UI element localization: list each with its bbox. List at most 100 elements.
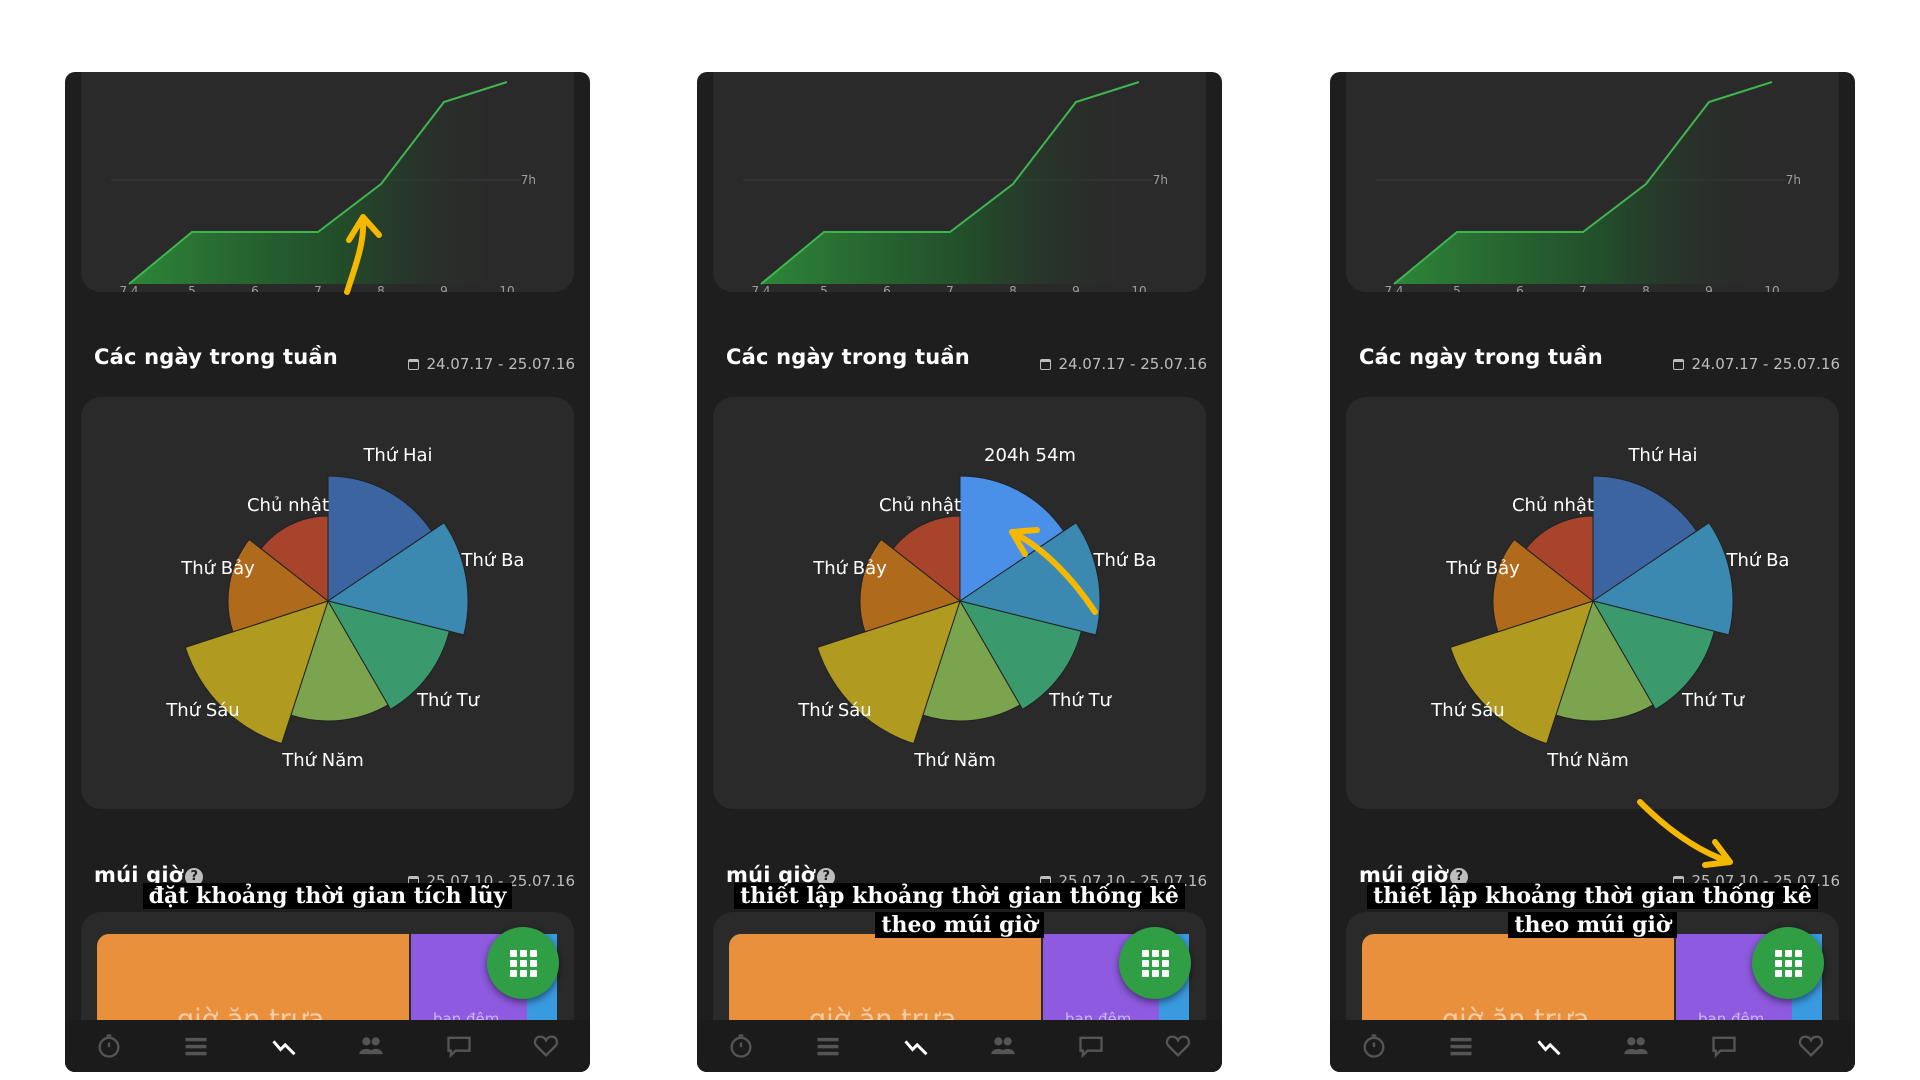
nav-heart-button[interactable] (1789, 1026, 1833, 1066)
pie-label: Thứ Năm (1546, 750, 1629, 771)
pie-label: 204h 54m (984, 445, 1076, 466)
section-title-weekdays: Các ngày trong tuần (1359, 345, 1603, 369)
bottom-nav (65, 1020, 590, 1072)
heart-icon (1166, 1035, 1191, 1057)
nav-stats-button[interactable] (1527, 1026, 1571, 1066)
cumulative-area-chart: 7h 7.4 5 6 7 8 9 10 (1376, 81, 1801, 292)
area-line (128, 81, 508, 285)
people-icon (359, 1037, 383, 1055)
pie-slice-3[interactable] (958, 600, 1082, 710)
date-range-weekdays[interactable]: 24.07.17 - 25.07.16 (1673, 355, 1840, 373)
help-icon[interactable]: ? (1450, 868, 1469, 886)
chat-icon (1079, 1036, 1103, 1059)
weekday-pie-chart[interactable]: 204h 54m Thứ Ba Thứ Tư Thứ Năm Thứ Sáu Thứ Bả… (713, 397, 1206, 809)
pie-slice-4[interactable] (1555, 599, 1654, 722)
pie-slice-7[interactable] (892, 515, 961, 603)
date-range-weekdays[interactable]: 24.07.17 - 25.07.16 (1040, 355, 1207, 373)
people-icon (1624, 1037, 1648, 1055)
help-icon[interactable]: ? (185, 868, 204, 886)
calendar-icon (1673, 358, 1685, 370)
list-icon (1450, 1037, 1472, 1056)
pie-slice-3[interactable] (326, 600, 450, 710)
pie-label: Thứ Bảy (180, 558, 255, 579)
pie-slice-4[interactable] (922, 599, 1021, 722)
nav-stopwatch-button[interactable] (1352, 1026, 1396, 1066)
nav-people-button[interactable] (349, 1026, 393, 1066)
nav-list-button[interactable] (1439, 1026, 1483, 1066)
nav-stopwatch-button[interactable] (87, 1026, 131, 1066)
y-axis-label: 7h (1786, 173, 1801, 187)
nav-chat-button[interactable] (1702, 1026, 1746, 1066)
pie-slice-6[interactable] (859, 538, 962, 633)
pie-slice-5[interactable] (1449, 600, 1594, 745)
x-tick-label: 7.4 (119, 284, 138, 292)
nav-heart-button[interactable] (1156, 1026, 1200, 1066)
cumulative-area-chart: 7h 7.4 5 6 7 8 9 10 (743, 81, 1168, 292)
stopwatch-icon (98, 1034, 120, 1058)
pie-label: Thứ Tư (1681, 690, 1746, 711)
nav-chat-button[interactable] (437, 1026, 481, 1066)
pie-label: Thứ Sáu (1430, 700, 1504, 721)
nav-people-button[interactable] (1614, 1026, 1658, 1066)
x-tick-label: 10 (1131, 284, 1146, 292)
pie-slice-5[interactable] (184, 600, 329, 745)
phone-panel-2: 7h 7.4 5 6 7 8 9 10 Các ngày trong tuần 24.07.1… (697, 72, 1222, 1072)
x-tick-label: 8 (1642, 284, 1650, 292)
cumulative-chart-card[interactable]: 7h 7.4 5 6 7 8 9 10 (1346, 72, 1839, 292)
grid-menu-fab[interactable] (1119, 927, 1191, 999)
cumulative-chart-card[interactable]: 7h 7.4 5 6 7 8 9 10 (81, 72, 574, 292)
stopwatch-icon (730, 1034, 752, 1058)
pie-slice-6[interactable] (1492, 538, 1595, 633)
nav-chat-button[interactable] (1069, 1026, 1113, 1066)
pie-slice-4[interactable] (290, 599, 389, 722)
date-range-weekdays[interactable]: 24.07.17 - 25.07.16 (408, 355, 575, 373)
nav-stopwatch-button[interactable] (719, 1026, 763, 1066)
grid-menu-fab[interactable] (1752, 927, 1824, 999)
nav-heart-button[interactable] (524, 1026, 568, 1066)
x-tick-label: 6 (251, 284, 259, 292)
area-line (760, 81, 1140, 285)
area-line (1393, 81, 1773, 285)
x-tick-label: 7 (314, 284, 322, 292)
x-tick-label: 5 (1453, 284, 1461, 292)
x-tick-label: 9 (1705, 284, 1713, 292)
weekday-pie-chart[interactable]: Thứ Hai Thứ Ba Thứ Tư Thứ Năm Thứ Sáu Thứ Bảy… (1346, 397, 1839, 809)
nav-people-button[interactable] (981, 1026, 1025, 1066)
pie-slice-2[interactable] (1591, 522, 1734, 636)
pie-slice-7[interactable] (260, 515, 329, 603)
nav-list-button[interactable] (806, 1026, 850, 1066)
cumulative-chart-card[interactable]: 7h 7.4 5 6 7 8 9 10 (713, 72, 1206, 292)
pie-label: Thứ Tư (416, 690, 481, 711)
x-tick-label: 6 (1516, 284, 1524, 292)
grid-menu-fab[interactable] (487, 927, 559, 999)
weekday-pie-card[interactable]: Thứ Hai Thứ Ba Thứ Tư Thứ Năm Thứ Sáu Thứ Bảy… (81, 397, 574, 809)
pie-slice-1[interactable] (327, 475, 433, 602)
tutorial-caption: thiết lập khoảng thời gian thống kê theo … (697, 882, 1222, 940)
pie-slice-3[interactable] (1591, 600, 1715, 710)
pie-slice-7[interactable] (1525, 515, 1594, 603)
chat-icon (1712, 1036, 1736, 1059)
x-tick-label: 5 (820, 284, 828, 292)
nav-stats-button[interactable] (262, 1026, 306, 1066)
weekday-pie-card[interactable]: 204h 54m Thứ Ba Thứ Tư Thứ Năm Thứ Sáu Thứ Bả… (713, 397, 1206, 809)
pie-slice-6[interactable] (227, 538, 330, 633)
pie-label: Thứ Hai (1627, 445, 1697, 466)
stats-icon (1537, 1040, 1561, 1056)
heart-icon (1799, 1035, 1824, 1057)
tutorial-caption: thiết lập khoảng thời gian thống kê theo … (1330, 882, 1855, 940)
phone-panel-3: 7h 7.4 5 6 7 8 9 10 Các ngày trong tuần 24.07.1… (1330, 72, 1855, 1072)
stopwatch-icon (1363, 1034, 1385, 1058)
section-title-timezone: múi giờ? (94, 863, 204, 887)
weekday-pie-card[interactable]: Thứ Hai Thứ Ba Thứ Tư Thứ Năm Thứ Sáu Thứ Bảy… (1346, 397, 1839, 809)
pie-label: Thứ Hai (362, 445, 432, 466)
help-icon[interactable]: ? (817, 868, 836, 886)
weekday-pie-chart[interactable]: Thứ Hai Thứ Ba Thứ Tư Thứ Năm Thứ Sáu Thứ Bảy… (81, 397, 574, 809)
x-tick-label: 7 (946, 284, 954, 292)
nav-stats-button[interactable] (894, 1026, 938, 1066)
pie-slice-2[interactable] (326, 522, 469, 636)
nav-list-button[interactable] (174, 1026, 218, 1066)
pie-slice-5[interactable] (816, 600, 961, 745)
pie-slice-1[interactable] (1592, 475, 1698, 602)
area-fill (129, 82, 507, 284)
pie-label: Chủ nhật (247, 495, 329, 516)
